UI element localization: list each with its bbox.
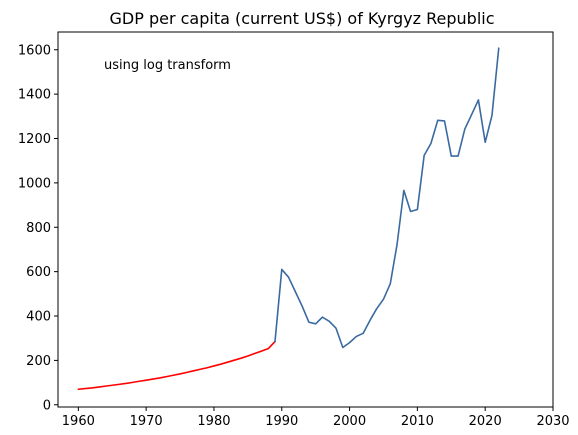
chart-annotation: using log transform bbox=[104, 58, 231, 73]
x-tick-label: 1970 bbox=[130, 414, 163, 429]
x-tick-label: 1980 bbox=[197, 414, 230, 429]
series-line-1 bbox=[77, 340, 276, 391]
y-tick-label: 1600 bbox=[18, 43, 51, 58]
y-tick-label: 1200 bbox=[18, 132, 51, 147]
series-line-2 bbox=[274, 47, 500, 349]
plot-area: 1960 1970 1980 1990 2000 2010 2020 2030 0 200 400 6… bbox=[18, 31, 570, 429]
y-tick-label: 600 bbox=[26, 265, 51, 280]
y-tick-label: 800 bbox=[26, 221, 51, 236]
chart-title: GDP per capita (current US$) of Kyrgyz R… bbox=[110, 9, 495, 28]
x-tick-label: 2030 bbox=[536, 414, 569, 429]
y-tick-label: 200 bbox=[26, 354, 51, 369]
y-tick-label: 1000 bbox=[18, 176, 51, 191]
x-tick-label: 1990 bbox=[265, 414, 298, 429]
x-tick-label: 2010 bbox=[401, 414, 434, 429]
axes-frame bbox=[57, 31, 554, 408]
y-tick-label: 400 bbox=[26, 310, 51, 325]
x-tick-label: 2020 bbox=[469, 414, 502, 429]
y-tick-label: 1400 bbox=[18, 88, 51, 103]
x-tick-label: 2000 bbox=[333, 414, 366, 429]
x-tick-label: 1960 bbox=[62, 414, 95, 429]
y-tick-label: 0 bbox=[43, 398, 51, 413]
